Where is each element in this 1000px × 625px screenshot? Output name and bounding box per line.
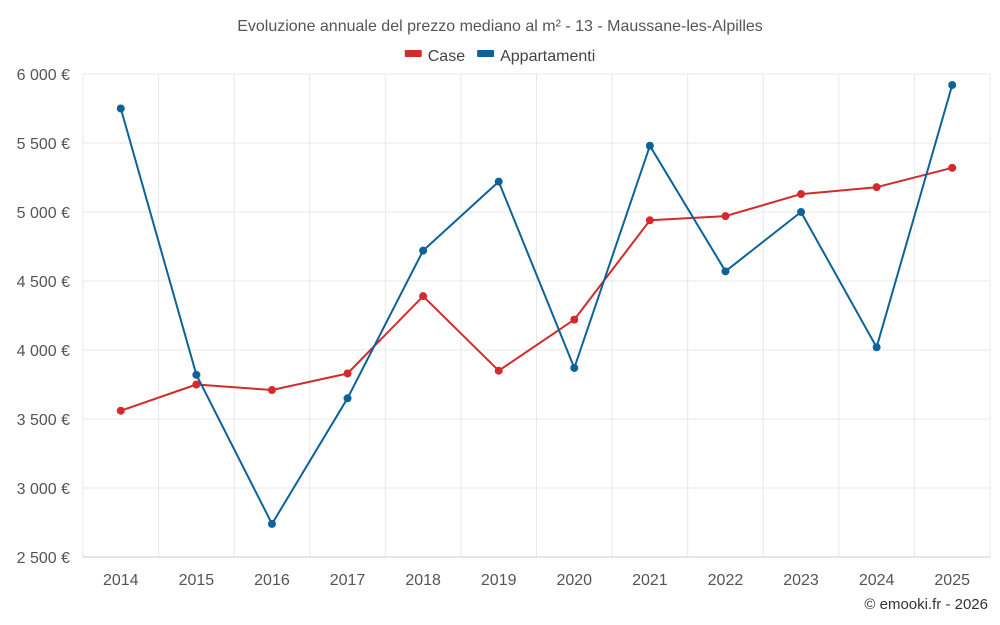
series-line-appartamenti: [119, 84, 954, 525]
y-tick-label: 4 000 €: [17, 343, 70, 360]
x-tick-label: 2017: [330, 572, 366, 589]
data-point-case: [192, 380, 201, 389]
x-tick-label: 2021: [632, 572, 668, 589]
x-tick-label: 2023: [783, 572, 819, 589]
legend-item-case[interactable]: Case: [404, 48, 465, 65]
data-point-case: [419, 292, 428, 301]
data-point-appartamenti: [267, 519, 276, 528]
data-point-case: [343, 369, 352, 378]
y-tick-label: 3 000 €: [17, 481, 70, 498]
x-tick-label: 2014: [103, 572, 139, 589]
y-tick-label: 3 500 €: [17, 412, 70, 429]
y-tick-label: 5 500 €: [17, 136, 70, 153]
x-tick-label: 2024: [859, 572, 895, 589]
chart-title: Evoluzione annuale del prezzo mediano al…: [237, 18, 763, 35]
data-point-appartamenti: [645, 141, 654, 150]
x-tick-label: 2022: [708, 572, 744, 589]
x-tick-label: 2016: [254, 572, 290, 589]
data-point-case: [570, 315, 579, 324]
legend: Case Appartamenti: [404, 48, 595, 65]
data-point-case: [116, 406, 125, 415]
x-tick-label: 2015: [179, 572, 215, 589]
y-tick-label: 5 000 €: [17, 205, 70, 222]
y-tick-label: 6 000 €: [17, 67, 70, 84]
data-point-case: [797, 190, 806, 199]
y-tick-label: 2 500 €: [17, 550, 70, 567]
x-tick-label: 2019: [481, 572, 517, 589]
data-point-case: [872, 183, 881, 192]
grid: [82, 73, 991, 558]
x-tick-label: 2020: [556, 572, 592, 589]
x-tick-label: 2018: [405, 572, 441, 589]
legend-item-appartamenti[interactable]: Appartamenti: [477, 48, 595, 65]
x-tick-label: 2025: [934, 572, 970, 589]
series: [116, 81, 957, 528]
data-point-appartamenti: [419, 246, 428, 255]
data-point-case: [645, 216, 654, 225]
data-point-appartamenti: [721, 267, 730, 276]
axes: 2 500 € 3 000 € 3 500 € 4 000 € 4 500 € 5 000…: [17, 67, 990, 589]
series-line-case: [120, 166, 953, 412]
legend-swatch: [477, 50, 495, 57]
data-point-appartamenti: [494, 177, 503, 186]
legend-label: Appartamenti: [500, 48, 595, 65]
data-point-appartamenti: [797, 208, 806, 216]
data-point-case: [267, 386, 276, 395]
legend-swatch: [404, 50, 422, 57]
data-point-appartamenti: [192, 370, 201, 379]
data-point-appartamenti: [116, 104, 125, 113]
legend-label: Case: [428, 48, 465, 65]
data-point-appartamenti: [948, 81, 957, 90]
data-point-appartamenti: [570, 363, 579, 372]
data-point-appartamenti: [872, 343, 881, 352]
credit-text: © emooki.fr - 2026: [864, 596, 988, 613]
data-point-case: [494, 366, 503, 375]
y-tick-label: 4 500 €: [17, 274, 70, 291]
data-point-appartamenti: [343, 394, 352, 403]
data-point-case: [948, 163, 957, 172]
data-point-case: [721, 212, 730, 221]
